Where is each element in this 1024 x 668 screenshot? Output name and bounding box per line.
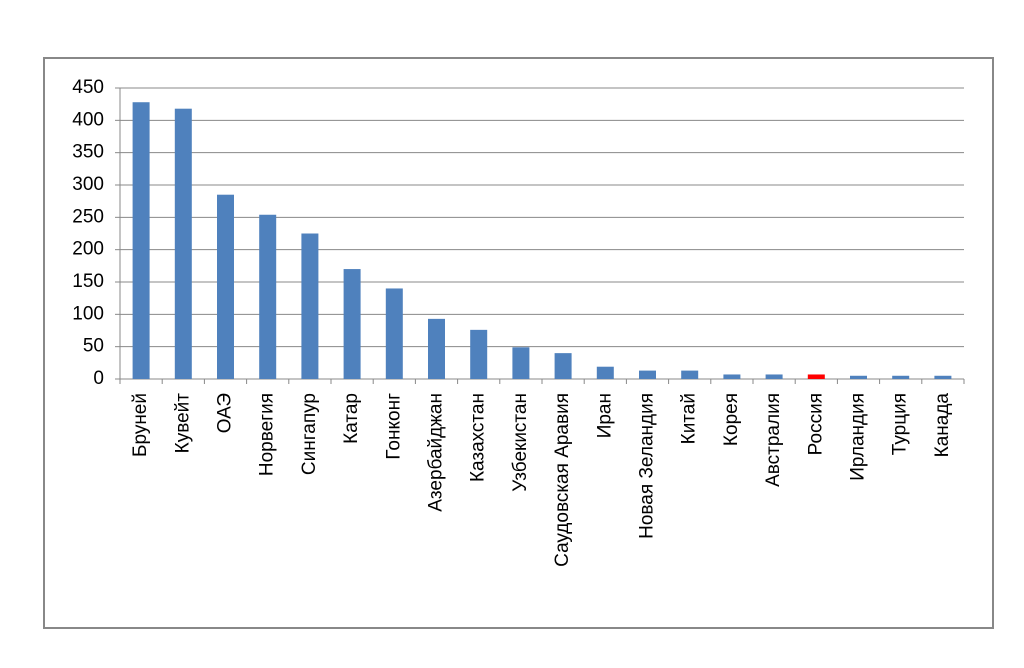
bar (301, 233, 319, 379)
y-tick-label: 400 (72, 109, 104, 130)
x-tick-label: Кувейт (172, 393, 193, 454)
bar (470, 329, 488, 379)
x-tick-label: Австралия (763, 393, 784, 487)
bar (343, 269, 361, 379)
x-tick-label: Бруней (130, 393, 151, 457)
bar (132, 102, 150, 379)
x-tick-label: Норвегия (257, 393, 278, 476)
y-tick-label: 350 (72, 142, 104, 163)
x-tick-label: ОАЭ (215, 393, 236, 433)
bar (681, 370, 699, 379)
x-tick-label: Саудовская Аравия (552, 393, 573, 567)
bar (217, 194, 234, 379)
bar (765, 374, 783, 379)
bar (385, 288, 403, 379)
bar (934, 375, 952, 379)
x-tick-label: Турция (890, 393, 911, 455)
y-tick-label: 50 (83, 336, 104, 357)
x-tick-label: Азербайджан (426, 393, 447, 512)
x-tick-label: Китай (679, 393, 700, 444)
x-tick-label: Катар (341, 393, 362, 444)
x-tick-label: Иран (594, 393, 615, 438)
bar (259, 214, 277, 379)
y-tick-label: 100 (72, 303, 104, 324)
bar (723, 374, 741, 379)
bar (807, 374, 825, 379)
bar (892, 375, 910, 379)
x-tick-label: Сингапур (299, 393, 320, 475)
bar (174, 108, 192, 380)
y-tick-label: 200 (72, 239, 104, 260)
bar (428, 318, 445, 379)
x-tick-label: Ирландия (848, 393, 869, 481)
y-tick-label: 450 (72, 77, 104, 98)
y-tick-label: 150 (72, 271, 104, 292)
bar (596, 366, 614, 379)
bar (850, 375, 867, 379)
x-tick-label: Канада (932, 393, 953, 458)
x-tick-label: Новая Зеландия (637, 393, 658, 539)
x-tick-label: Казахстан (468, 393, 489, 482)
y-tick-label: 250 (72, 206, 104, 227)
bar (554, 353, 572, 379)
bar (639, 370, 656, 379)
x-tick-label: Гонконг (383, 393, 404, 460)
y-tick-label: 0 (93, 368, 104, 389)
bar (512, 347, 530, 379)
y-tick-label: 300 (72, 174, 104, 195)
x-tick-label: Корея (721, 393, 742, 446)
x-tick-label: Россия (805, 393, 826, 455)
x-tick-label: Узбекистан (510, 393, 531, 492)
